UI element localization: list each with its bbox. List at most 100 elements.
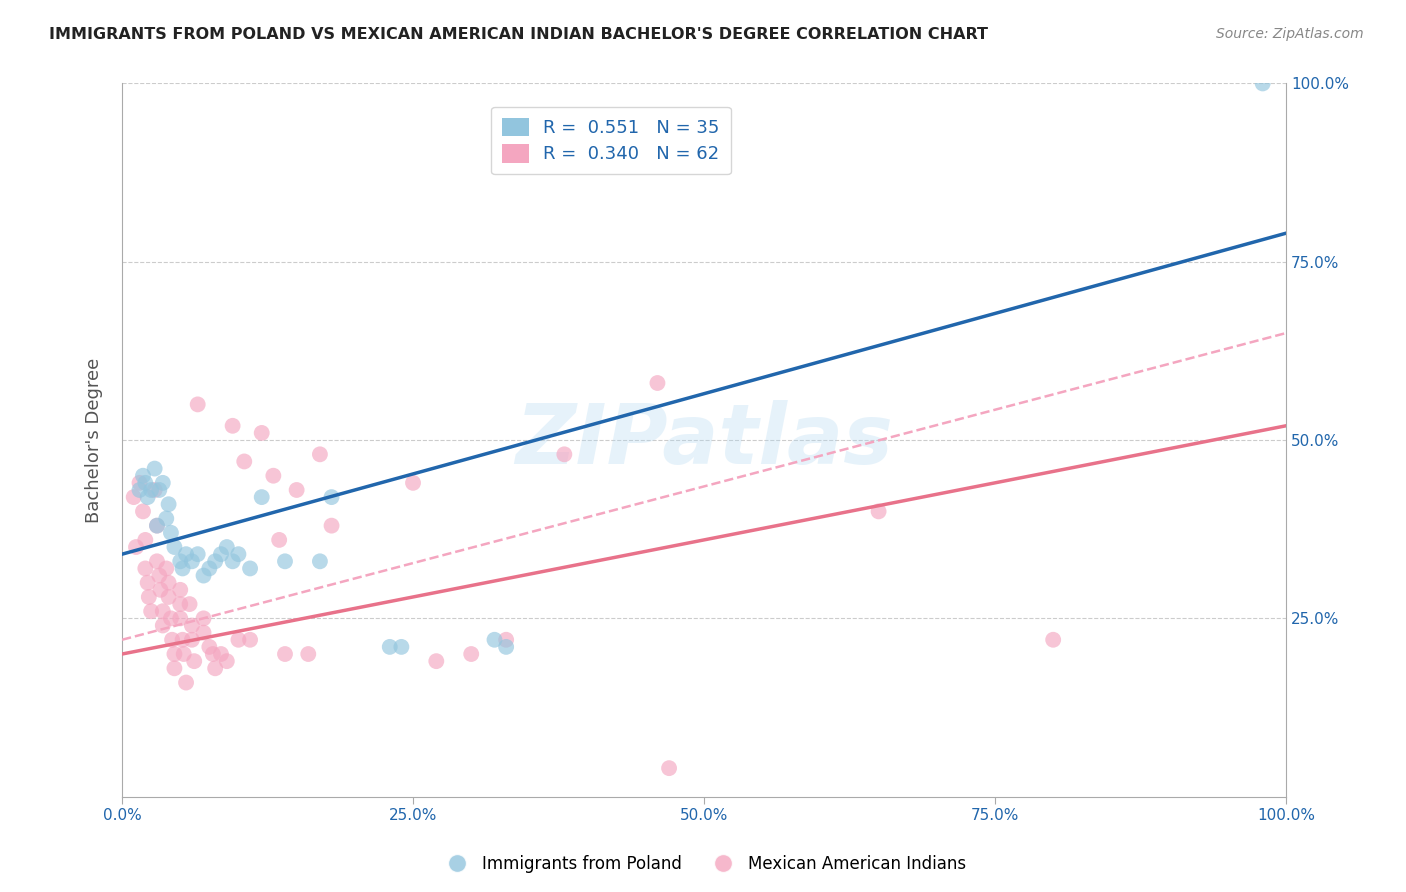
Point [155,511,177,525]
Point [193,611,215,625]
Point [658,761,681,775]
Point [321,490,343,504]
Point [163,647,186,661]
Point [309,447,332,461]
Point [221,418,243,433]
Y-axis label: Bachelor's Degree: Bachelor's Degree [86,358,103,523]
Point [148,483,170,497]
Point [425,654,447,668]
Point [868,504,890,518]
Point [484,632,506,647]
Point [378,640,401,654]
Point [163,540,186,554]
Text: ZIPatlas: ZIPatlas [515,400,893,481]
Point [174,675,197,690]
Point [146,518,169,533]
Point [187,397,209,411]
Point [174,547,197,561]
Point [172,632,194,647]
Point [136,575,159,590]
Point [157,575,180,590]
Point [402,475,425,490]
Point [172,561,194,575]
Point [157,590,180,604]
Point [169,597,191,611]
Point [1042,632,1064,647]
Point [169,611,191,625]
Point [160,611,183,625]
Point [389,640,412,654]
Point [138,590,160,604]
Point [193,568,215,582]
Point [250,490,273,504]
Point [132,504,155,518]
Point [193,625,215,640]
Point [201,647,224,661]
Point [134,475,156,490]
Point [553,447,575,461]
Point [141,604,163,618]
Point [163,661,186,675]
Point [198,640,221,654]
Point [136,490,159,504]
Point [187,547,209,561]
Point [297,647,319,661]
Point [157,497,180,511]
Point [262,468,284,483]
Point [160,525,183,540]
Point [152,475,174,490]
Legend: Immigrants from Poland, Mexican American Indians: Immigrants from Poland, Mexican American… [433,848,973,880]
Text: IMMIGRANTS FROM POLAND VS MEXICAN AMERICAN INDIAN BACHELOR'S DEGREE CORRELATION : IMMIGRANTS FROM POLAND VS MEXICAN AMERIC… [49,27,988,42]
Point [309,554,332,568]
Point [180,632,202,647]
Point [285,483,308,497]
Point [321,518,343,533]
Point [215,540,238,554]
Point [152,618,174,632]
Point [143,461,166,475]
Point [204,554,226,568]
Point [269,533,291,547]
Point [495,632,517,647]
Point [160,632,183,647]
Point [495,640,517,654]
Point [173,647,195,661]
Point [141,483,163,497]
Point [134,533,156,547]
Point [198,561,221,575]
Point [169,582,191,597]
Point [221,554,243,568]
Point [155,561,177,575]
Point [143,483,166,497]
Point [215,654,238,668]
Point [180,554,202,568]
Point [239,561,262,575]
Point [239,632,262,647]
Point [250,425,273,440]
Point [180,618,202,632]
Point [209,647,232,661]
Point [134,561,156,575]
Point [152,604,174,618]
Point [128,483,150,497]
Point [183,654,205,668]
Point [148,568,170,582]
Point [460,647,482,661]
Point [274,647,297,661]
Point [146,554,169,568]
Point [228,547,250,561]
Point [122,490,145,504]
Point [233,454,256,468]
Point [1251,77,1274,91]
Point [647,376,669,390]
Point [125,540,148,554]
Point [146,518,169,533]
Point [128,475,150,490]
Point [274,554,297,568]
Point [204,661,226,675]
Legend: R =  0.551   N = 35, R =  0.340   N = 62: R = 0.551 N = 35, R = 0.340 N = 62 [491,107,731,174]
Point [179,597,201,611]
Point [149,582,172,597]
Point [132,468,155,483]
Text: Source: ZipAtlas.com: Source: ZipAtlas.com [1216,27,1364,41]
